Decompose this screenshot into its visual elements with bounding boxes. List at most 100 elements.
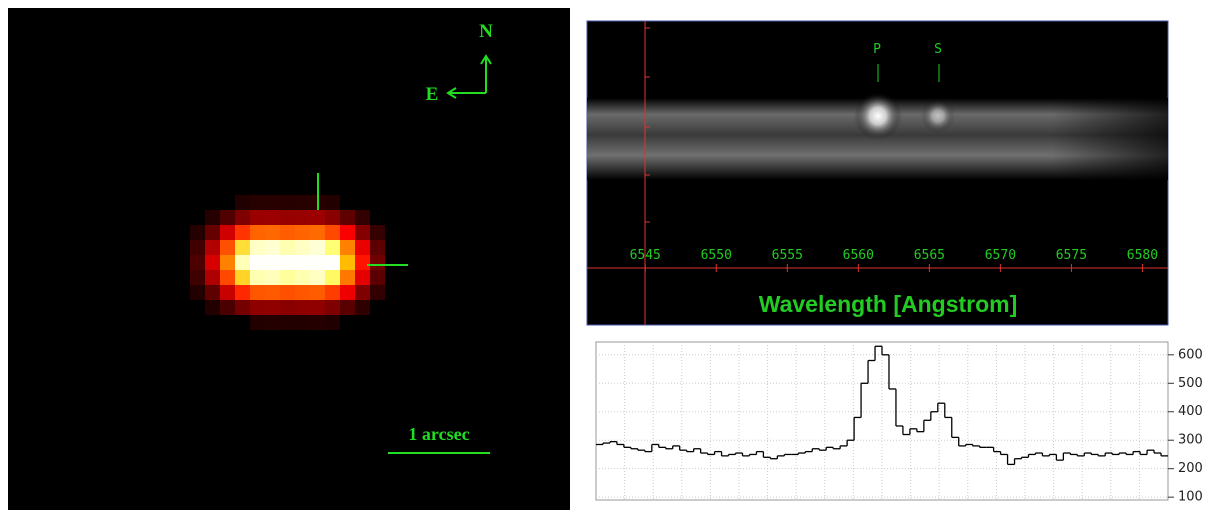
pixel: [325, 270, 340, 285]
pixel: [280, 195, 295, 210]
pixel: [250, 195, 265, 210]
pixel: [370, 270, 385, 285]
pixel: [265, 300, 280, 315]
pixel: [235, 210, 250, 225]
pixel: [340, 300, 355, 315]
x-tick-label: 6570: [985, 248, 1016, 263]
pixel: [265, 315, 280, 330]
pixel: [325, 195, 340, 210]
pixel: [265, 210, 280, 225]
pixel: [310, 240, 325, 255]
pixel: [280, 240, 295, 255]
y-tick-label: 400: [1178, 404, 1203, 419]
pixel: [205, 210, 220, 225]
pixel: [325, 285, 340, 300]
pixel: [205, 285, 220, 300]
pixel: [295, 300, 310, 315]
north-label: N: [479, 21, 493, 42]
pixel: [340, 255, 355, 270]
pixel: [340, 285, 355, 300]
x-tick-label: 6560: [843, 248, 874, 263]
pixel: [310, 255, 325, 270]
pixel: [310, 225, 325, 240]
pixel: [250, 315, 265, 330]
pixel: [205, 255, 220, 270]
wavelength-ticks: 6545 6550 6555 6560 6565 6570 6575 6580: [630, 248, 1158, 272]
pixel: [190, 255, 205, 270]
pixel: [295, 225, 310, 240]
pixel: [310, 270, 325, 285]
pixel: [265, 240, 280, 255]
arrow-head: [446, 87, 457, 99]
pixel: [370, 225, 385, 240]
y-tick-label: 100: [1178, 490, 1203, 505]
pixel: [235, 240, 250, 255]
pixel: [265, 225, 280, 240]
pixel: [295, 210, 310, 225]
pixel: [265, 270, 280, 285]
pixel: [190, 240, 205, 255]
pixel: [250, 285, 265, 300]
pixel: [250, 210, 265, 225]
pixel: [280, 210, 295, 225]
pixel: [355, 240, 370, 255]
y-tick-label: 300: [1178, 433, 1203, 448]
emission-s: [921, 99, 955, 133]
pixel: [265, 195, 280, 210]
pixel: [325, 225, 340, 240]
markers: [317, 54, 492, 454]
pixel: [325, 210, 340, 225]
pixel: [190, 225, 205, 240]
source-pixels: [190, 195, 385, 330]
pixel: [265, 285, 280, 300]
pixel: [370, 255, 385, 270]
scale-label: 1 arcsec: [408, 424, 469, 444]
pixel: [220, 225, 235, 240]
pixel: [340, 225, 355, 240]
pixel: [220, 300, 235, 315]
pixel: [205, 270, 220, 285]
pixel: [295, 315, 310, 330]
y-tick-label: 500: [1178, 376, 1203, 391]
pixel: [325, 240, 340, 255]
arrow-head: [480, 54, 492, 65]
pixel: [235, 195, 250, 210]
line-markers: [877, 64, 940, 82]
emission-p: [854, 92, 902, 140]
pixel: [355, 210, 370, 225]
x-axis-label: Wavelength [Angstrom]: [759, 291, 1018, 317]
pixel: [355, 300, 370, 315]
y-tick-label: 200: [1178, 461, 1203, 476]
pixel: [235, 300, 250, 315]
pixel: [280, 255, 295, 270]
pixel: [220, 285, 235, 300]
pixel: [190, 285, 205, 300]
pixel: [220, 270, 235, 285]
pixel: [250, 270, 265, 285]
pixel: [370, 285, 385, 300]
x-tick-label: 6550: [701, 248, 732, 263]
pixel: [340, 210, 355, 225]
x-tick-label: 6565: [914, 248, 945, 263]
pixel: [325, 315, 340, 330]
axis-ticks: [645, 27, 650, 223]
pixel: [310, 285, 325, 300]
pixel: [250, 255, 265, 270]
pixel: [235, 270, 250, 285]
pixel: [250, 225, 265, 240]
pixel: [370, 240, 385, 255]
pixel: [295, 285, 310, 300]
pixel: [280, 225, 295, 240]
pixel: [205, 225, 220, 240]
pixel: [355, 255, 370, 270]
spectrum-plot: 100 200 300 400 500 600: [596, 342, 1203, 505]
pixel: [355, 285, 370, 300]
pixel: [355, 270, 370, 285]
pixel: [250, 300, 265, 315]
pixel: [235, 255, 250, 270]
x-tick-label: 6580: [1127, 248, 1158, 263]
pixel: [355, 225, 370, 240]
x-tick-label: 6545: [630, 248, 661, 263]
pixel: [340, 240, 355, 255]
